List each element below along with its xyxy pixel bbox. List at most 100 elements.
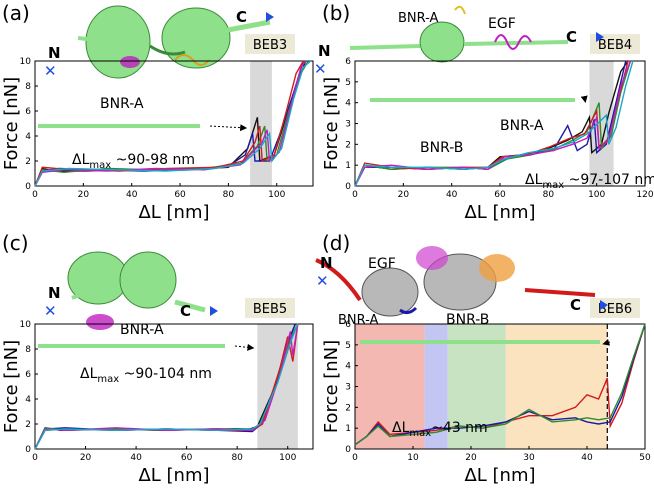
y-tick-label: 3 xyxy=(345,383,351,393)
x-tick-label: 20 xyxy=(80,453,92,463)
x-tick-label: 20 xyxy=(465,453,477,463)
x-tick-label: 0 xyxy=(32,190,38,200)
plot-frame xyxy=(34,60,314,187)
x-tick-label: 100 xyxy=(268,190,285,200)
x-axis-label: ΔL [nm] xyxy=(138,465,209,486)
x-tick-label: 50 xyxy=(639,453,651,463)
y-tick-label: 2 xyxy=(25,157,31,167)
n-terminus-icon: ✕ xyxy=(316,272,329,290)
y-tick-label: 6 xyxy=(345,320,351,330)
bnr-a-label: BNR-A xyxy=(120,322,164,338)
n-terminus-icon: ✕ xyxy=(44,302,57,320)
y-tick-label: 6 xyxy=(25,370,31,380)
chart-panel-b: 0 20 40 60 80 100 120 0 1 2 3 4 5 6 ΔL [nm] Force [nN] B… xyxy=(314,11,654,223)
panel-a-letter: (a) xyxy=(2,1,30,25)
y-tick-label: 1 xyxy=(345,161,351,171)
shaded-region xyxy=(250,61,272,186)
y-tick-label: 8 xyxy=(25,82,31,92)
x-tick-label: 0 xyxy=(352,190,358,200)
y-tick-label: 4 xyxy=(345,362,351,372)
y-tick-label: 0 xyxy=(25,182,31,192)
y-axis-label: Force [nN] xyxy=(1,340,22,433)
pull-arrow-icon xyxy=(580,32,604,42)
protein-structure-d xyxy=(315,246,596,317)
y-tick-label: 2 xyxy=(345,140,351,150)
pointer-arrow xyxy=(234,343,255,351)
bnr-a-label: BNR-A xyxy=(338,313,379,328)
panel-d-letter: (d) xyxy=(322,231,350,255)
bnr-a-top-label: BNR-A xyxy=(398,11,439,26)
n-terminus-icon: ✕ xyxy=(314,60,327,78)
x-tick-label: 20 xyxy=(78,190,90,200)
tag-box xyxy=(245,34,295,54)
y-tick-label: 4 xyxy=(345,99,351,109)
n-terminus-icon: ✕ xyxy=(44,62,57,80)
panel-b-letter: (b) xyxy=(322,1,350,25)
y-tick-label: 0 xyxy=(345,445,351,455)
x-tick-label: 30 xyxy=(523,453,535,463)
dl-max-annotation: ΔLmax ~90-104 nm xyxy=(80,366,212,385)
y-tick-label: 10 xyxy=(20,57,32,67)
x-tick-label: 60 xyxy=(181,453,193,463)
x-tick-label: 20 xyxy=(398,190,410,200)
c-terminus-label: C xyxy=(236,8,247,26)
y-tick-label: 0 xyxy=(345,182,351,192)
bnr-b-label: BNR-B xyxy=(420,140,463,156)
y-tick-label: 2 xyxy=(345,403,351,413)
x-axis-label: ΔL [nm] xyxy=(138,202,209,223)
x-tick-label: 100 xyxy=(279,453,296,463)
y-tick-label: 8 xyxy=(25,345,31,355)
x-tick-label: 10 xyxy=(407,453,419,463)
tag-box xyxy=(590,34,640,54)
egf-label: EGF xyxy=(488,16,516,32)
series-line-green xyxy=(354,323,646,446)
bnr-a-inset-label: BNR-A xyxy=(500,118,544,134)
x-tick-label: 120 xyxy=(636,190,653,200)
pull-arrow-icon xyxy=(194,306,218,316)
c-terminus-label: C xyxy=(180,302,191,320)
x-tick-label: 40 xyxy=(446,190,458,200)
y-tick-label: 3 xyxy=(345,120,351,130)
y-axis-label: Force [nN] xyxy=(321,77,342,170)
y-tick-label: 0 xyxy=(25,445,31,455)
y-tick-label: 4 xyxy=(25,132,31,142)
series-line-cyan xyxy=(34,323,299,450)
series-line-magenta xyxy=(34,60,307,187)
x-tick-label: 60 xyxy=(494,190,506,200)
pointer-arrow xyxy=(209,124,248,132)
y-axis-label: Force [nN] xyxy=(1,77,22,170)
y-tick-label: 6 xyxy=(345,57,351,67)
x-tick-label: 60 xyxy=(174,190,186,200)
protein-structure-b xyxy=(349,5,569,63)
y-tick-label: 5 xyxy=(345,341,351,351)
egf-label: EGF xyxy=(368,256,396,272)
tag-box xyxy=(245,298,295,318)
series-line-cyan xyxy=(354,60,634,187)
x-tick-label: 40 xyxy=(130,453,142,463)
tag-label: BEB5 xyxy=(253,302,287,317)
dl-max-annotation: ΔLmax ~90-98 nm xyxy=(72,152,195,171)
region-band xyxy=(355,324,425,449)
n-terminus-label: N xyxy=(48,284,61,302)
pointer-arrow xyxy=(602,338,611,346)
panel-c-letter: (c) xyxy=(2,231,29,255)
protein-structure-c xyxy=(67,251,206,330)
series-line-cyan xyxy=(34,60,312,187)
x-tick-label: 40 xyxy=(581,453,593,463)
tag-label: BEB4 xyxy=(598,38,632,53)
pull-arrow-icon xyxy=(250,12,274,22)
y-tick-label: 5 xyxy=(345,78,351,88)
region-band xyxy=(424,324,448,449)
chart-panel-a: 0 20 40 60 80 100 0 2 4 6 8 10 ΔL [nm] Force [nN] BEB3… xyxy=(1,8,314,223)
tag-label: BEB3 xyxy=(253,38,287,53)
y-axis-label: Force [nN] xyxy=(321,340,342,433)
x-tick-label: 0 xyxy=(32,453,38,463)
x-axis-label: ΔL [nm] xyxy=(464,202,535,223)
y-tick-label: 4 xyxy=(25,395,31,405)
x-tick-label: 0 xyxy=(352,453,358,463)
dl-max-annotation: ΔLmax~43 nm xyxy=(392,420,488,439)
series-line-red xyxy=(354,323,646,446)
c-terminus-label: C xyxy=(566,28,577,46)
